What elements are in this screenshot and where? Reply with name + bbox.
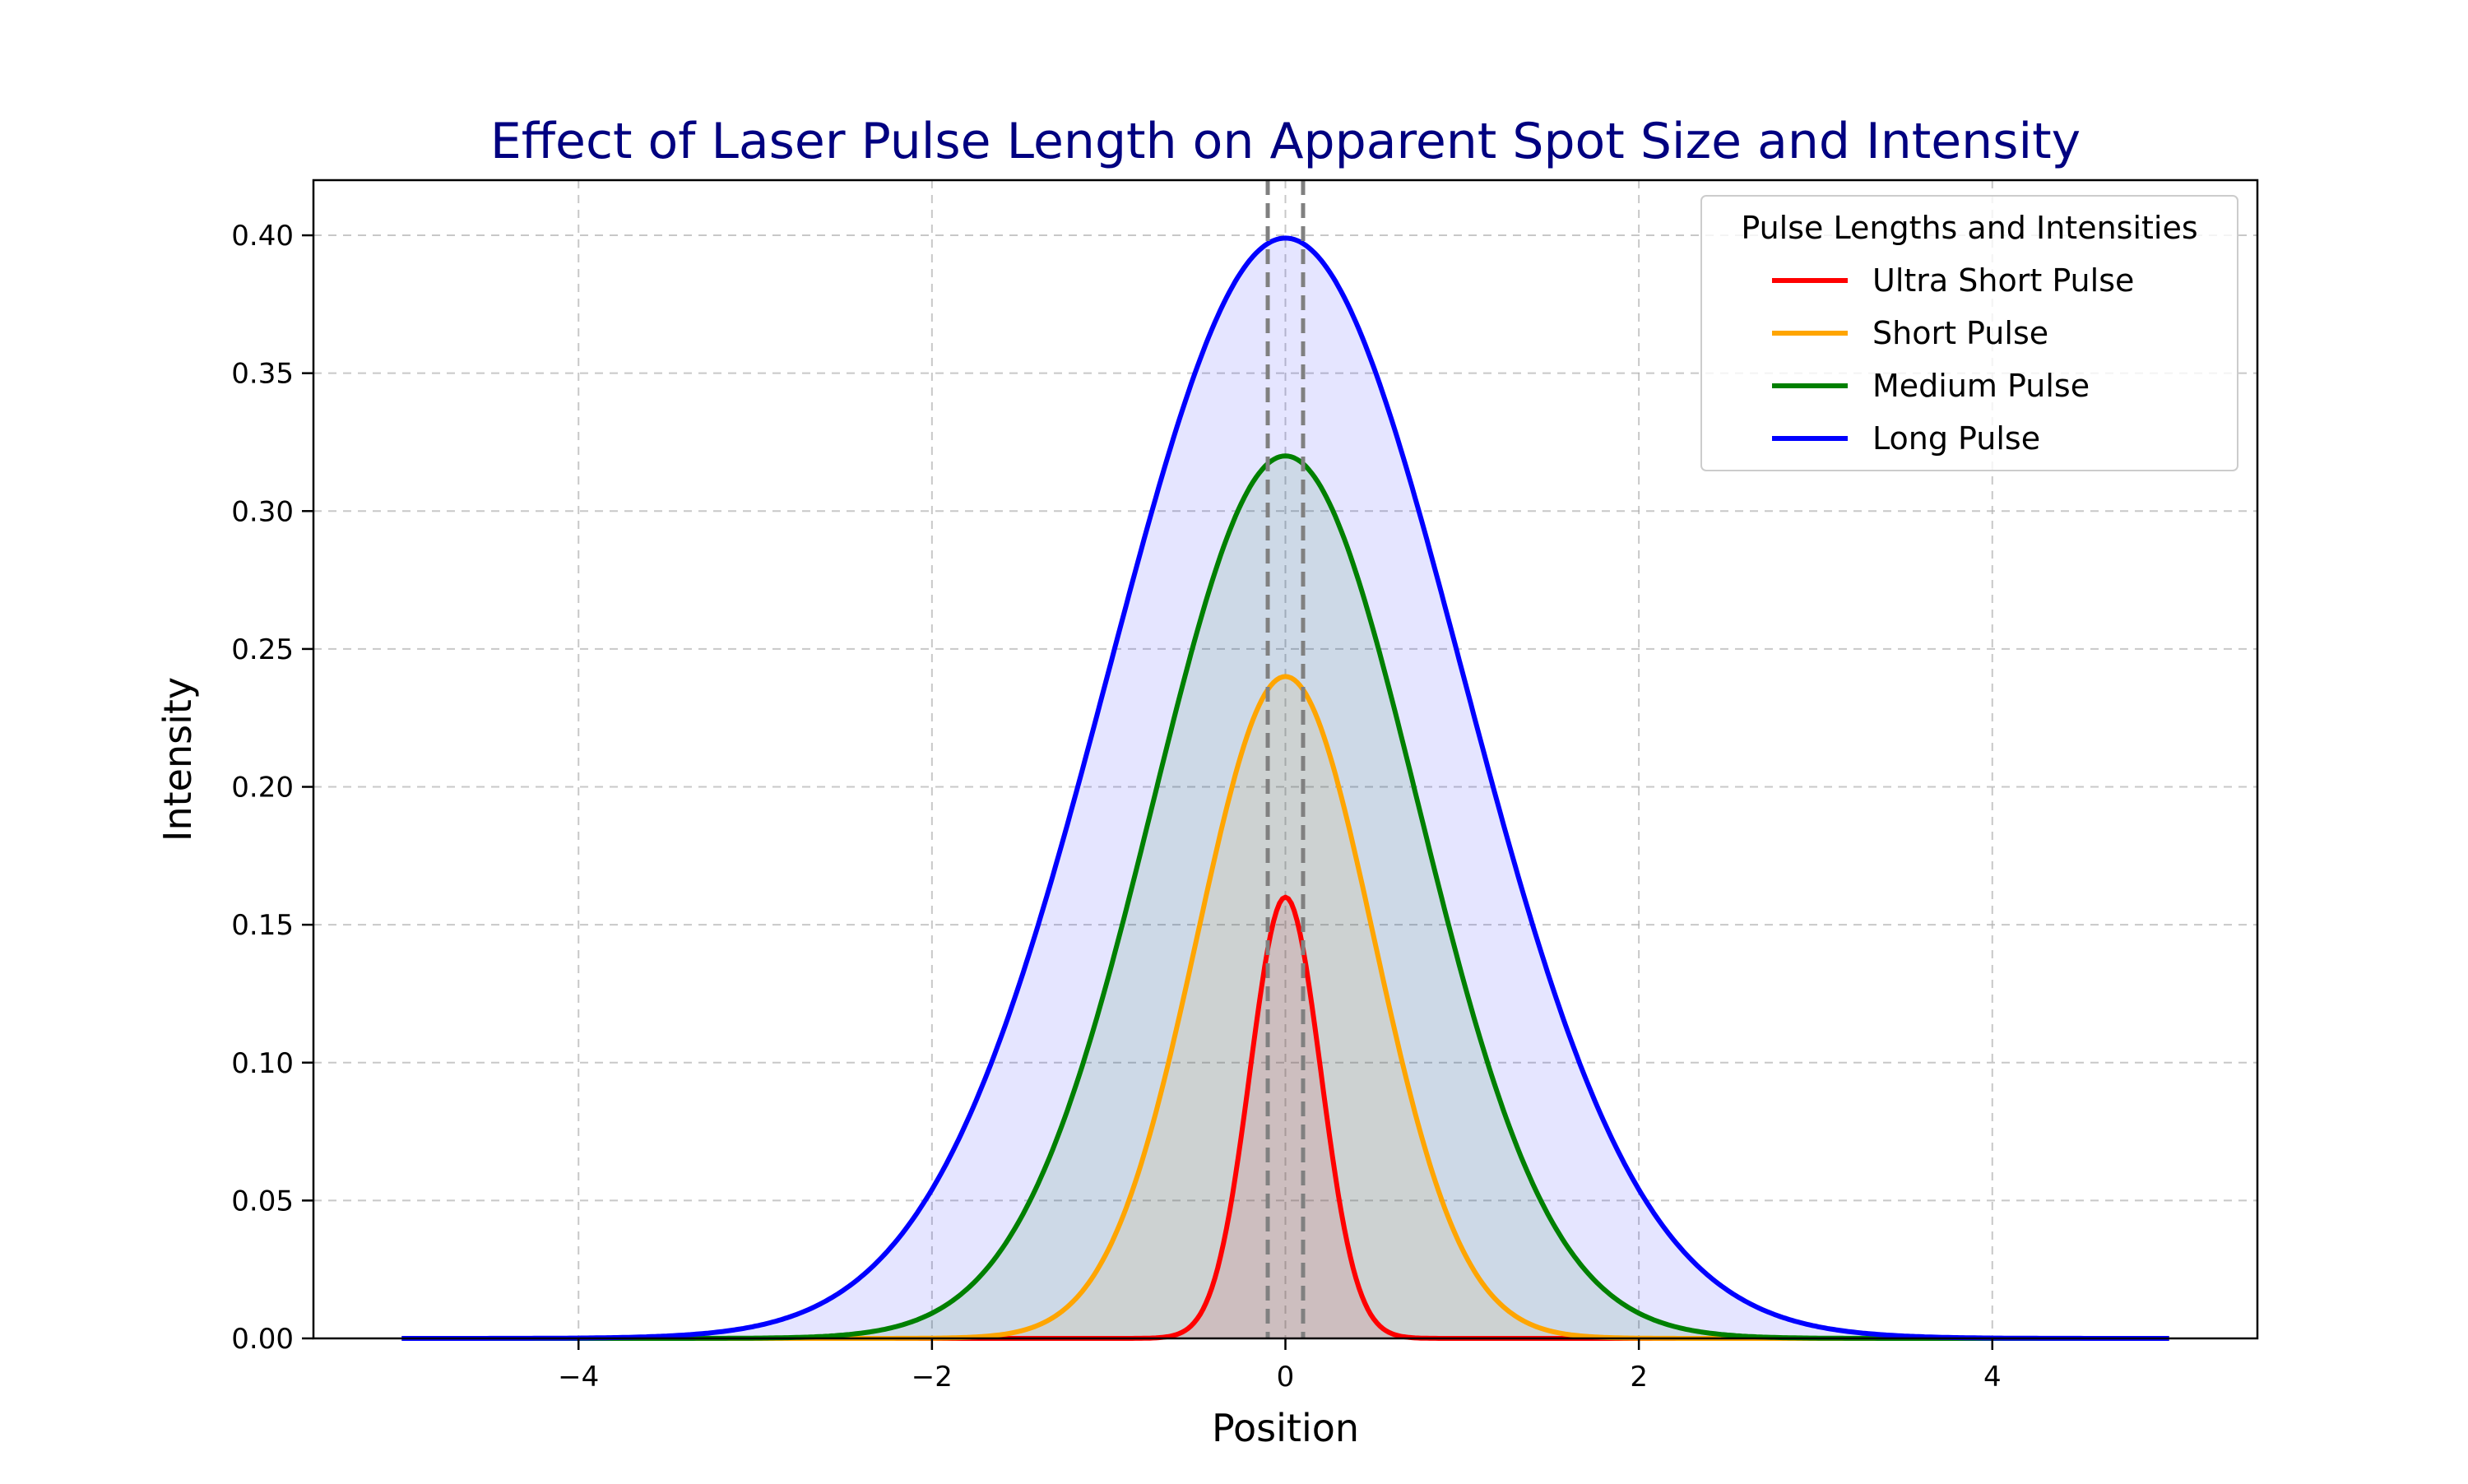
axis-ticks: −4 −2 0 2 4 0.00 0.05 0.10 0.15 0.20 0.25 0.30 0.35 0…	[231, 220, 2001, 1394]
legend: Pulse Lengths and Intensities Ultra Shor…	[1700, 195, 2238, 471]
legend-entries: Ultra Short Pulse Short Pulse Medium Pulse…	[1772, 262, 2134, 457]
x-tick-label: −4	[558, 1361, 599, 1394]
y-tick-label: 0.10	[231, 1047, 294, 1080]
y-tick-label: 0.15	[231, 909, 294, 942]
legend-label-0: Ultra Short Pulse	[1872, 262, 2134, 299]
legend-box	[1700, 195, 2238, 471]
y-tick-label: 0.20	[231, 772, 294, 805]
series-area-1	[401, 676, 2169, 1338]
series-area-3	[401, 238, 2169, 1338]
x-tick-label: −2	[912, 1361, 953, 1394]
legend-label-1: Short Pulse	[1872, 315, 2048, 351]
chart-title: Effect of Laser Pulse Length on Apparent…	[490, 113, 2081, 170]
y-tick-label: 0.05	[231, 1185, 294, 1217]
legend-label-3: Long Pulse	[1872, 420, 2040, 457]
series-line-3	[401, 235, 2169, 1341]
y-tick-label: 0.30	[231, 495, 294, 528]
x-axis-label: Position	[1212, 1406, 1359, 1450]
x-tick-label: 0	[1277, 1361, 1295, 1394]
series-area-0	[401, 897, 2169, 1338]
legend-title: Pulse Lengths and Intensities	[1741, 210, 2197, 246]
y-tick-label: 0.40	[231, 220, 294, 253]
y-tick-label: 0.35	[231, 358, 294, 391]
y-tick-label: 0.25	[231, 633, 294, 666]
y-tick-label: 0.00	[231, 1323, 294, 1356]
x-tick-label: 4	[1983, 1361, 2002, 1394]
legend-label-2: Medium Pulse	[1872, 368, 2090, 404]
y-axis-label: Intensity	[155, 677, 200, 842]
x-tick-label: 2	[1630, 1361, 1648, 1394]
